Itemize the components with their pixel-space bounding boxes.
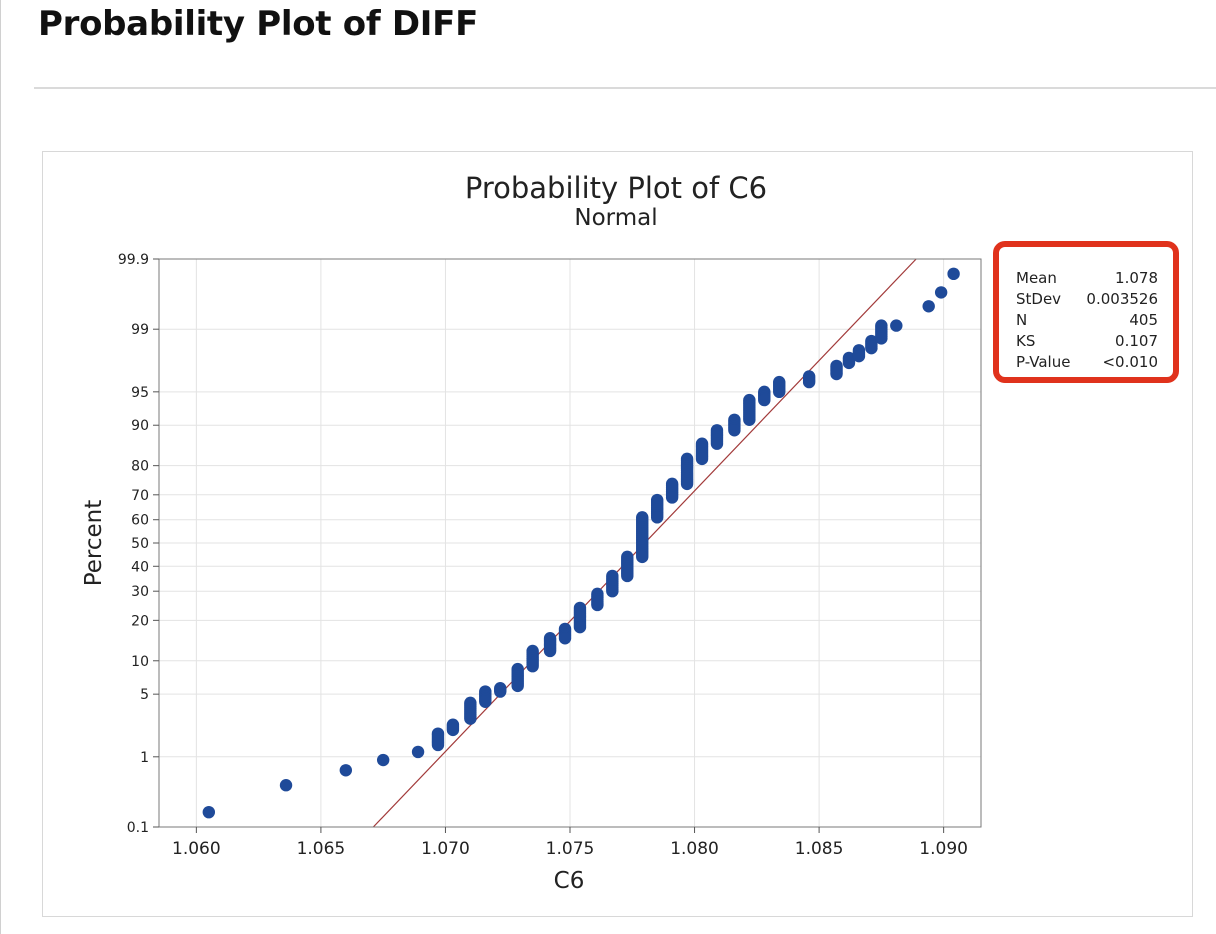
- y-tick-label: 1: [140, 750, 149, 766]
- data-point: [852, 349, 866, 363]
- stats-value: 0.003526: [1086, 290, 1158, 308]
- y-axis-ticks: 0.1 1 5 10 20 30 40 50 60 70 80 90 95 99 99.9: [118, 252, 159, 836]
- x-tick-label: 1.080: [670, 839, 719, 859]
- data-point: [479, 695, 492, 709]
- y-tick-label: 30: [131, 584, 149, 600]
- y-tick-label: 5: [140, 687, 149, 703]
- points-layer: [202, 267, 960, 819]
- data-point: [665, 491, 679, 504]
- stats-highlight-box: [993, 241, 1179, 383]
- data-point: [875, 332, 888, 345]
- stats-value: 1.078: [1115, 269, 1158, 287]
- x-tick-label: 1.070: [421, 839, 470, 859]
- page-title: Probability Plot of DIFF: [38, 4, 479, 44]
- data-point: [947, 267, 960, 281]
- y-tick-label: 90: [131, 418, 149, 434]
- data-point: [558, 632, 572, 645]
- y-tick-label: 99: [131, 322, 149, 338]
- x-axis-label: C6: [554, 868, 585, 894]
- chart-card: Probability Plot of C6 Normal 1.060 1.065…: [42, 151, 1193, 917]
- y-tick-label: 20: [131, 613, 149, 629]
- data-point: [202, 805, 216, 819]
- data-point: [543, 644, 557, 658]
- data-point: [680, 477, 694, 491]
- data-point: [279, 779, 293, 792]
- data-point: [934, 286, 948, 299]
- stats-value: 405: [1129, 311, 1158, 329]
- data-point: [636, 550, 649, 564]
- chart-subtitle: Normal: [574, 205, 657, 231]
- stats-value: 0.107: [1115, 332, 1158, 350]
- data-point: [922, 300, 935, 313]
- x-axis-ticks: 1.060 1.065 1.070 1.075 1.080 1.085 1.090: [172, 827, 968, 859]
- data-point: [842, 356, 856, 370]
- title-divider: [34, 87, 1216, 89]
- data-point: [431, 738, 445, 752]
- data-point: [573, 620, 587, 634]
- data-point: [464, 712, 477, 725]
- data-point: [773, 385, 786, 399]
- y-tick-label: 80: [131, 459, 149, 475]
- data-point: [339, 764, 353, 777]
- data-point: [526, 660, 539, 673]
- data-point: [890, 319, 903, 332]
- probability-plot: Probability Plot of C6 Normal 1.060 1.065…: [81, 171, 1179, 894]
- grid-layer: [159, 258, 981, 828]
- left-border: [0, 0, 1, 934]
- y-tick-label: 70: [131, 488, 149, 504]
- stats-label: KS: [1016, 332, 1035, 350]
- stats-label: P-Value: [1016, 353, 1070, 371]
- data-point: [621, 569, 634, 583]
- data-point: [376, 753, 390, 767]
- data-point: [446, 723, 460, 737]
- chart-title: Probability Plot of C6: [465, 171, 767, 205]
- data-point: [802, 375, 816, 389]
- data-point: [511, 679, 524, 693]
- stats-legend: Mean 1.078 StDev 0.003526 N 405 KS 0.107 P-Value…: [993, 241, 1179, 383]
- stats-rows: Mean 1.078 StDev 0.003526 N 405 KS 0.107 P-Value…: [1016, 269, 1158, 371]
- data-point: [494, 685, 507, 698]
- stats-value: <0.010: [1102, 353, 1158, 371]
- y-tick-label: 10: [131, 654, 149, 670]
- data-point: [865, 341, 878, 355]
- data-point: [411, 745, 425, 759]
- y-tick-label: 0.1: [127, 820, 149, 836]
- y-tick-label: 60: [131, 513, 149, 529]
- y-tick-label: 99.9: [118, 252, 149, 268]
- data-point: [695, 452, 709, 466]
- x-tick-label: 1.065: [297, 839, 346, 859]
- data-point: [606, 584, 619, 598]
- x-tick-label: 1.060: [172, 839, 221, 859]
- data-point: [830, 367, 843, 381]
- data-point: [743, 413, 756, 426]
- data-point: [710, 437, 724, 450]
- x-tick-label: 1.090: [919, 839, 968, 859]
- y-axis-label: Percent: [81, 500, 107, 587]
- y-tick-label: 50: [131, 536, 149, 552]
- data-point: [591, 598, 604, 612]
- data-point: [650, 511, 664, 524]
- stats-label: N: [1016, 311, 1027, 329]
- stats-label: StDev: [1016, 290, 1061, 308]
- data-point: [758, 393, 771, 407]
- stats-label: Mean: [1016, 269, 1057, 287]
- x-tick-label: 1.075: [546, 839, 595, 859]
- data-point: [728, 424, 741, 437]
- x-tick-label: 1.085: [795, 839, 844, 859]
- y-tick-label: 40: [131, 559, 149, 575]
- y-tick-label: 95: [131, 385, 149, 401]
